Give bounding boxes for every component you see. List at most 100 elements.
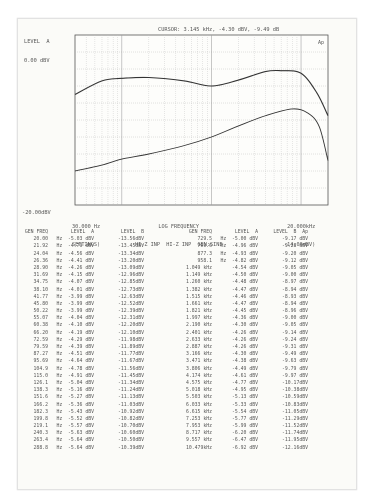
gen-freq-cell: 41.77 (33, 294, 48, 300)
level-b-cell: -9.24 dBV (282, 337, 308, 343)
table-row: 7.953 kHz -5.99 dBV -11.52dBV (186, 423, 308, 430)
level-b-cell: -10.50dBV (118, 438, 144, 444)
level-b-cell: -10.82dBV (118, 416, 144, 422)
level-b-cell: -8.94 dBV (282, 301, 308, 307)
level-b-cell: -10.83dBV (282, 402, 308, 408)
gen-freq-cell: 4.174 kHz (186, 373, 212, 379)
gen-freq-cell: 9.557 kHz (186, 438, 212, 444)
table-row: 2.887 kHz -4.26 dBV -9.31 dBV (186, 344, 308, 351)
gen-freq-cell: 151.6 (33, 395, 48, 401)
level-a-cell: Hz -5.00 dBV (220, 237, 258, 243)
gen-freq-cell: 199.8 (33, 416, 48, 422)
level-b-cell: -13.09dBV (118, 265, 144, 271)
gen-freq-cell: 28.90 (33, 265, 48, 271)
table-row: 72.59 Hz -4.29 dBV -11.98dBV (22, 337, 144, 344)
table-row: 79.59 Hz -4.39 dBV -11.89dBV (22, 344, 144, 351)
level-b-cell: -9.05 dBV (282, 323, 308, 329)
level-b-cell: -9.28 dBV (282, 244, 308, 250)
level-b-cell: -8.93 dBV (282, 294, 308, 300)
level-a-cell: Hz -4.93 dBV (220, 251, 258, 257)
table-row: 95.69 Hz -4.64 dBV -11.67dBV (22, 358, 144, 365)
gen-freq-cell: 1.149 kHz (186, 273, 212, 279)
table-row: 20.00 Hz -5.03 dBV -13.56dBV (22, 236, 144, 243)
level-b-cell: -11.05dBV (282, 409, 308, 415)
data-table-right: GEN FREQ LEVEL A LEVEL B Ap 729.5 Hz -5.0… (186, 229, 308, 452)
level-a-cell: Hz -4.07 dBV (56, 280, 94, 286)
ap-marker-label: Ap (318, 40, 324, 46)
level-a-cell: Hz -5.04 dBV (56, 380, 94, 386)
gen-freq-cell: 1.661 kHz (186, 301, 212, 307)
gen-freq-cell: 3.166 kHz (186, 352, 212, 358)
gen-freq-cell: 799.6 (197, 244, 212, 250)
level-a-cell: Hz -4.82 dBV (220, 258, 258, 264)
table-row: 2.633 kHz -4.26 dBV -9.24 dBV (186, 337, 308, 344)
table-row: 55.07 Hz -4.04 dBV -12.31dBV (22, 315, 144, 322)
col-gen-freq-header: GEN FREQ (188, 230, 212, 235)
table-row: 87.27 Hz -4.51 dBV -11.77dBV (22, 351, 144, 358)
level-a-cell: Hz -4.01 dBV (56, 287, 94, 293)
table-row: 1.382 kHz -4.47 dBV -8.94 dBV (186, 287, 308, 294)
level-a-cell: -4.26 dBV (232, 330, 258, 336)
level-b-cell: -11.89dBV (118, 345, 144, 350)
level-b-cell: -12.31dBV (118, 316, 144, 322)
table-row: 3.471 kHz -4.38 dBV -9.63 dBV (186, 358, 308, 365)
gen-freq-cell: 958.1 (197, 258, 212, 264)
table-row: 28.90 Hz -4.26 dBV -13.09dBV (22, 265, 144, 272)
level-b-cell: -11.03dBV (118, 402, 144, 408)
gen-freq-cell: 288.8 (33, 445, 48, 451)
datasheet-page: LEVEL A 0.00 dBV CURSOR: 3.145 kHz, -4.3… (17, 18, 357, 490)
table-row: 6.033 kHz -5.33 dBV -10.83dBV (186, 402, 308, 409)
bottom-value-label: -20.00dBV (22, 210, 51, 216)
table-row: 1.149 kHz -4.50 dBV -9.00 dBV (186, 272, 308, 279)
gen-freq-cell: 1.382 kHz (186, 287, 212, 293)
level-b-cell: -12.52dBV (118, 301, 144, 307)
gen-freq-cell: 8.717 kHz (186, 431, 212, 437)
gen-freq-cell: 2.401 kHz (186, 330, 212, 336)
level-b-cell: -9.05 dBV (282, 265, 308, 271)
gen-freq-cell: 34.75 (33, 280, 48, 286)
table-row: 166.2 Hz -5.36 dBV -11.03dBV (22, 402, 144, 409)
level-b-cell: -13.20dBV (118, 258, 144, 264)
table-row: 31.69 Hz -4.15 dBV -12.96dBV (22, 272, 144, 279)
table-row: 2.401 kHz -4.26 dBV -9.14 dBV (186, 330, 308, 337)
level-a-cell: Hz -5.43 dBV (56, 409, 94, 415)
level-b-cell: -11.74dBV (282, 431, 308, 437)
level-b-cell: -12.10dBV (118, 330, 144, 336)
table-row: 958.1 Hz -4.82 dBV -9.12 dBV (186, 258, 308, 265)
gen-freq-cell: 3.806 kHz (186, 366, 212, 372)
col-level-a-header: LEVEL A (70, 230, 94, 235)
level-b-cell: -12.20dBV (118, 323, 144, 329)
level-b-cell: -12.85dBV (118, 280, 144, 286)
table-row: 41.77 Hz -3.99 dBV -12.63dBV (22, 294, 144, 301)
table-row: 219.1 Hz -5.57 dBV -10.70dBV (22, 423, 144, 430)
level-b-cell: -8.96 dBV (282, 309, 308, 315)
footer-mid: LOG FREQUENCY HI-Z INP HI-Z INP GEN:SINE (135, 212, 222, 260)
gen-freq-cell: 1.260 kHz (186, 280, 212, 286)
table-row: 1.049 kHz -4.54 dBV -9.05 dBV (186, 265, 308, 272)
gen-freq-cell: 26.36 (33, 258, 48, 264)
cursor-readout: CURSOR: 3.145 kHz, -4.30 dBV, -9.49 dB (158, 27, 280, 33)
gen-freq-cell: 4.575 kHz (186, 380, 212, 386)
table-row: 199.8 Hz -5.52 dBV -10.82dBV (22, 416, 144, 423)
level-a-cell: Hz -4.19 dBV (56, 330, 94, 336)
level-a-cell: Hz -4.15 dBV (56, 273, 94, 279)
table-row: 8.717 kHz -6.20 dBV -11.74dBV (186, 430, 308, 437)
gen-freq-cell: 1.049 kHz (186, 265, 212, 271)
data-table-left: GEN FREQ LEVEL A LEVEL B 20.00 Hz -5.03 d… (22, 229, 144, 452)
level-b-cell: -9.20 dBV (282, 251, 308, 257)
level-b-cell: -9.12 dBV (282, 258, 308, 264)
level-a-cell: Hz -4.64 dBV (56, 359, 94, 365)
table-row: 288.8 Hz -5.64 dBV -10.39dBV (22, 445, 144, 452)
level-b-cell: -12.63dBV (118, 294, 144, 300)
level-a-cell: -4.48 dBV (232, 280, 258, 286)
table-row: 182.3 Hz -5.43 dBV -10.92dBV (22, 409, 144, 416)
level-a-cell: Hz -4.39 dBV (56, 345, 94, 350)
col-level-b-header: LEVEL B Ap (273, 230, 308, 235)
plot-series (74, 69, 329, 172)
gen-freq-cell: 1.821 kHz (186, 309, 212, 315)
level-a-cell: Hz -4.29 dBV (56, 337, 94, 343)
level-a-cell: -4.61 dBV (232, 373, 258, 379)
level-a-cell: -4.38 dBV (232, 359, 258, 365)
level-a-cell: -6.20 dBV (232, 431, 258, 437)
level-a-cell: -6.47 dBV (232, 438, 258, 444)
